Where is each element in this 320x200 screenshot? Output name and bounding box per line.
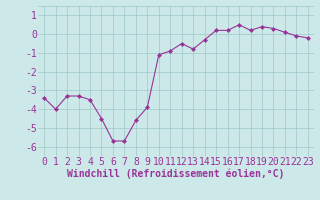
X-axis label: Windchill (Refroidissement éolien,°C): Windchill (Refroidissement éolien,°C) — [67, 169, 285, 179]
